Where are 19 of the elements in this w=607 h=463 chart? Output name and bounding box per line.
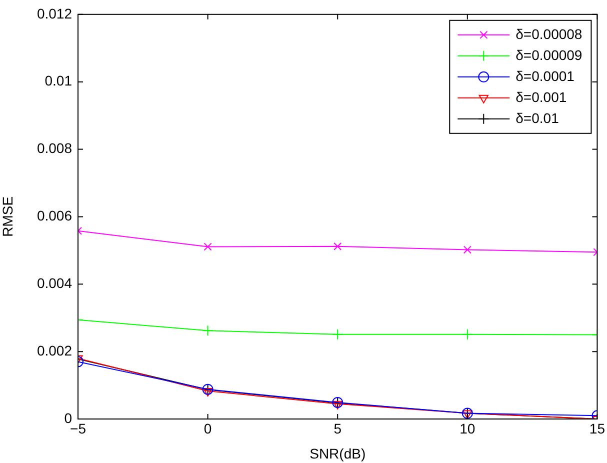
x-tick-label: 10: [460, 420, 476, 436]
y-tick-label: 0.008: [36, 140, 72, 156]
legend-label: δ=0.00008: [516, 26, 582, 42]
x-tick-label: 0: [204, 420, 212, 436]
x-tick-label: 5: [334, 420, 342, 436]
legend-label: δ=0.00009: [516, 46, 582, 63]
legend-label: δ=0.01: [516, 110, 560, 126]
y-tick-label: 0.012: [36, 5, 72, 22]
y-axis-title: RMSE: [0, 196, 16, 237]
x-tick-label: −5: [70, 420, 86, 436]
y-tick-label: 0.01: [44, 72, 72, 89]
y-tick-label: 0.006: [36, 208, 72, 224]
legend-label: δ=0.001: [516, 88, 567, 105]
x-tick-label: 15: [589, 420, 606, 436]
y-tick-label: 0: [64, 410, 72, 426]
legend-label: δ=0.0001: [516, 68, 575, 84]
y-tick-label: 0.002: [36, 342, 72, 358]
x-axis-title: SNR(dB): [310, 445, 366, 462]
y-tick-label: 0.004: [36, 274, 72, 291]
